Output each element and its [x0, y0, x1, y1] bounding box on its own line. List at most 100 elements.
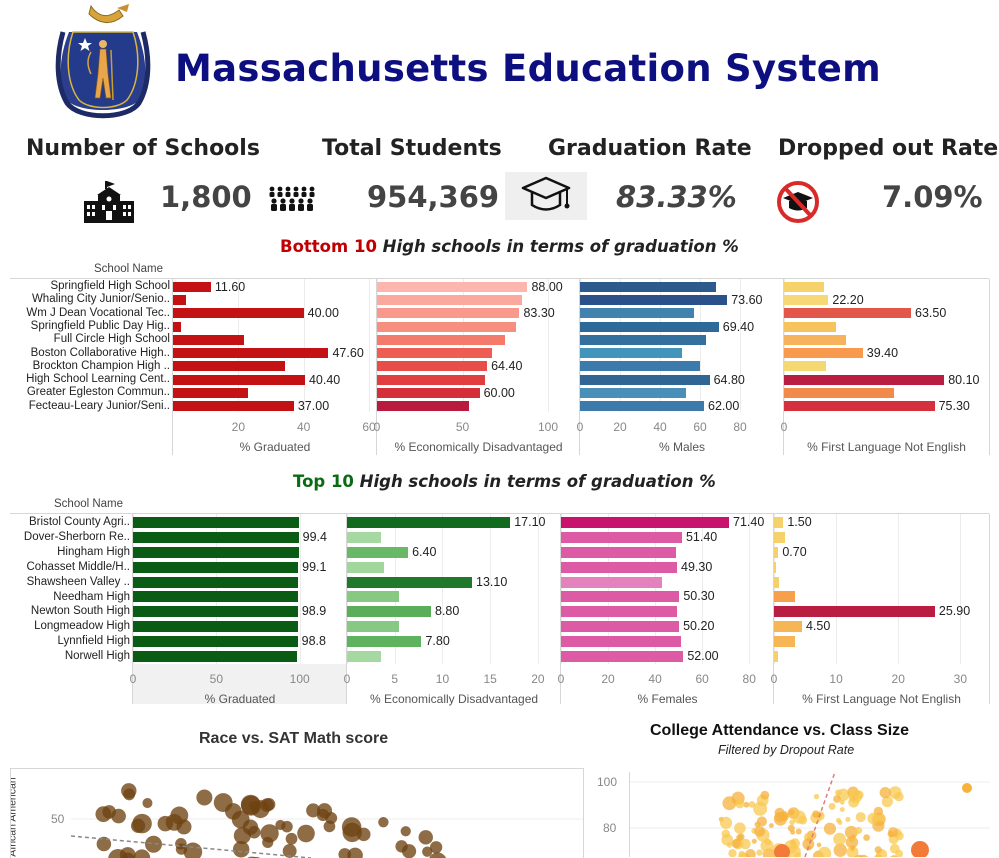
scatter-point[interactable]	[402, 844, 416, 858]
scatter-point[interactable]	[754, 826, 765, 837]
bar[interactable]	[580, 388, 686, 398]
bar[interactable]	[561, 532, 682, 543]
scatter-point[interactable]	[755, 821, 761, 827]
bar[interactable]	[784, 388, 894, 398]
scatter-point[interactable]	[306, 803, 320, 817]
scatter-point[interactable]	[877, 815, 884, 822]
scatter-point[interactable]	[875, 846, 882, 853]
scatter-point[interactable]	[753, 802, 767, 816]
scatter-point[interactable]	[752, 839, 757, 844]
scatter-point[interactable]	[962, 783, 972, 793]
bar[interactable]	[347, 517, 510, 528]
scatter-point[interactable]	[260, 798, 274, 812]
bar[interactable]	[347, 606, 431, 617]
bar[interactable]	[774, 562, 776, 573]
bar[interactable]	[173, 361, 285, 371]
scatter-point[interactable]	[142, 798, 152, 808]
scatter-point[interactable]	[760, 839, 773, 852]
bar[interactable]	[580, 375, 710, 385]
scatter-point[interactable]	[170, 807, 188, 825]
bar[interactable]	[561, 547, 676, 558]
scatter-point[interactable]	[798, 816, 807, 825]
scatter-point[interactable]	[863, 834, 870, 841]
scatter-point[interactable]	[833, 795, 841, 803]
bar[interactable]	[784, 295, 828, 305]
bar[interactable]	[561, 636, 681, 647]
scatter-point[interactable]	[734, 822, 746, 834]
bar[interactable]	[774, 591, 795, 602]
scatter-point[interactable]	[196, 789, 212, 805]
bar[interactable]	[784, 335, 846, 345]
scatter-point[interactable]	[840, 807, 845, 812]
scatter-point[interactable]	[856, 812, 866, 822]
bar[interactable]	[377, 361, 487, 371]
scatter-point[interactable]	[745, 849, 756, 857]
bar[interactable]	[580, 348, 682, 358]
scatter-point[interactable]	[343, 823, 362, 842]
scatter-point[interactable]	[845, 817, 850, 822]
scatter-point[interactable]	[419, 830, 433, 844]
scatter-point[interactable]	[325, 812, 337, 824]
bar[interactable]	[173, 348, 328, 358]
bar[interactable]	[347, 562, 384, 573]
scatter-point[interactable]	[722, 829, 731, 838]
bar[interactable]	[347, 547, 408, 558]
scatter-point[interactable]	[756, 849, 762, 855]
bar[interactable]	[347, 636, 421, 647]
scatter-point[interactable]	[796, 829, 802, 835]
bar[interactable]	[347, 591, 399, 602]
bar[interactable]	[377, 308, 519, 318]
scatter-point[interactable]	[728, 849, 736, 857]
bar[interactable]	[784, 282, 824, 292]
bar[interactable]	[784, 361, 826, 371]
scatter-point[interactable]	[888, 827, 898, 837]
bar[interactable]	[774, 517, 783, 528]
bar[interactable]	[347, 577, 472, 588]
bar[interactable]	[377, 295, 522, 305]
bar[interactable]	[774, 547, 778, 558]
scatter-point[interactable]	[401, 826, 411, 836]
bar[interactable]	[784, 308, 911, 318]
bar[interactable]	[347, 621, 399, 632]
scatter-point[interactable]	[833, 833, 846, 846]
scatter-point[interactable]	[880, 787, 891, 798]
bar[interactable]	[784, 348, 863, 358]
bar[interactable]	[561, 621, 679, 632]
scatter-point[interactable]	[722, 796, 736, 810]
scatter-point[interactable]	[818, 847, 832, 857]
bar[interactable]	[377, 335, 505, 345]
scatter-point[interactable]	[740, 839, 751, 850]
bar[interactable]	[377, 375, 485, 385]
scatter-point[interactable]	[145, 836, 162, 853]
bar[interactable]	[580, 335, 706, 345]
bar[interactable]	[133, 532, 299, 543]
bar[interactable]	[173, 388, 248, 398]
bar[interactable]	[173, 375, 305, 385]
scatter-point[interactable]	[760, 791, 769, 800]
scatter-point[interactable]	[848, 797, 859, 808]
scatter-point[interactable]	[111, 809, 126, 824]
bar[interactable]	[347, 532, 381, 543]
scatter-point[interactable]	[894, 792, 903, 801]
bar[interactable]	[580, 401, 704, 411]
bar[interactable]	[561, 577, 662, 588]
bar[interactable]	[774, 636, 795, 647]
scatter-point[interactable]	[241, 795, 261, 815]
bar[interactable]	[347, 651, 381, 662]
scatter-point[interactable]	[275, 820, 285, 830]
bar[interactable]	[173, 282, 211, 292]
bar[interactable]	[377, 388, 480, 398]
scatter-point[interactable]	[225, 803, 242, 820]
bar[interactable]	[377, 322, 516, 332]
bar[interactable]	[133, 547, 299, 558]
scatter-point[interactable]	[234, 827, 251, 844]
bar[interactable]	[173, 308, 304, 318]
bar[interactable]	[173, 295, 186, 305]
bar[interactable]	[133, 606, 298, 617]
bar[interactable]	[133, 636, 298, 647]
scatter-point[interactable]	[817, 843, 822, 848]
scatter-point[interactable]	[297, 825, 315, 843]
scatter-point[interactable]	[422, 847, 432, 857]
bar[interactable]	[784, 401, 935, 411]
bar[interactable]	[774, 532, 785, 543]
